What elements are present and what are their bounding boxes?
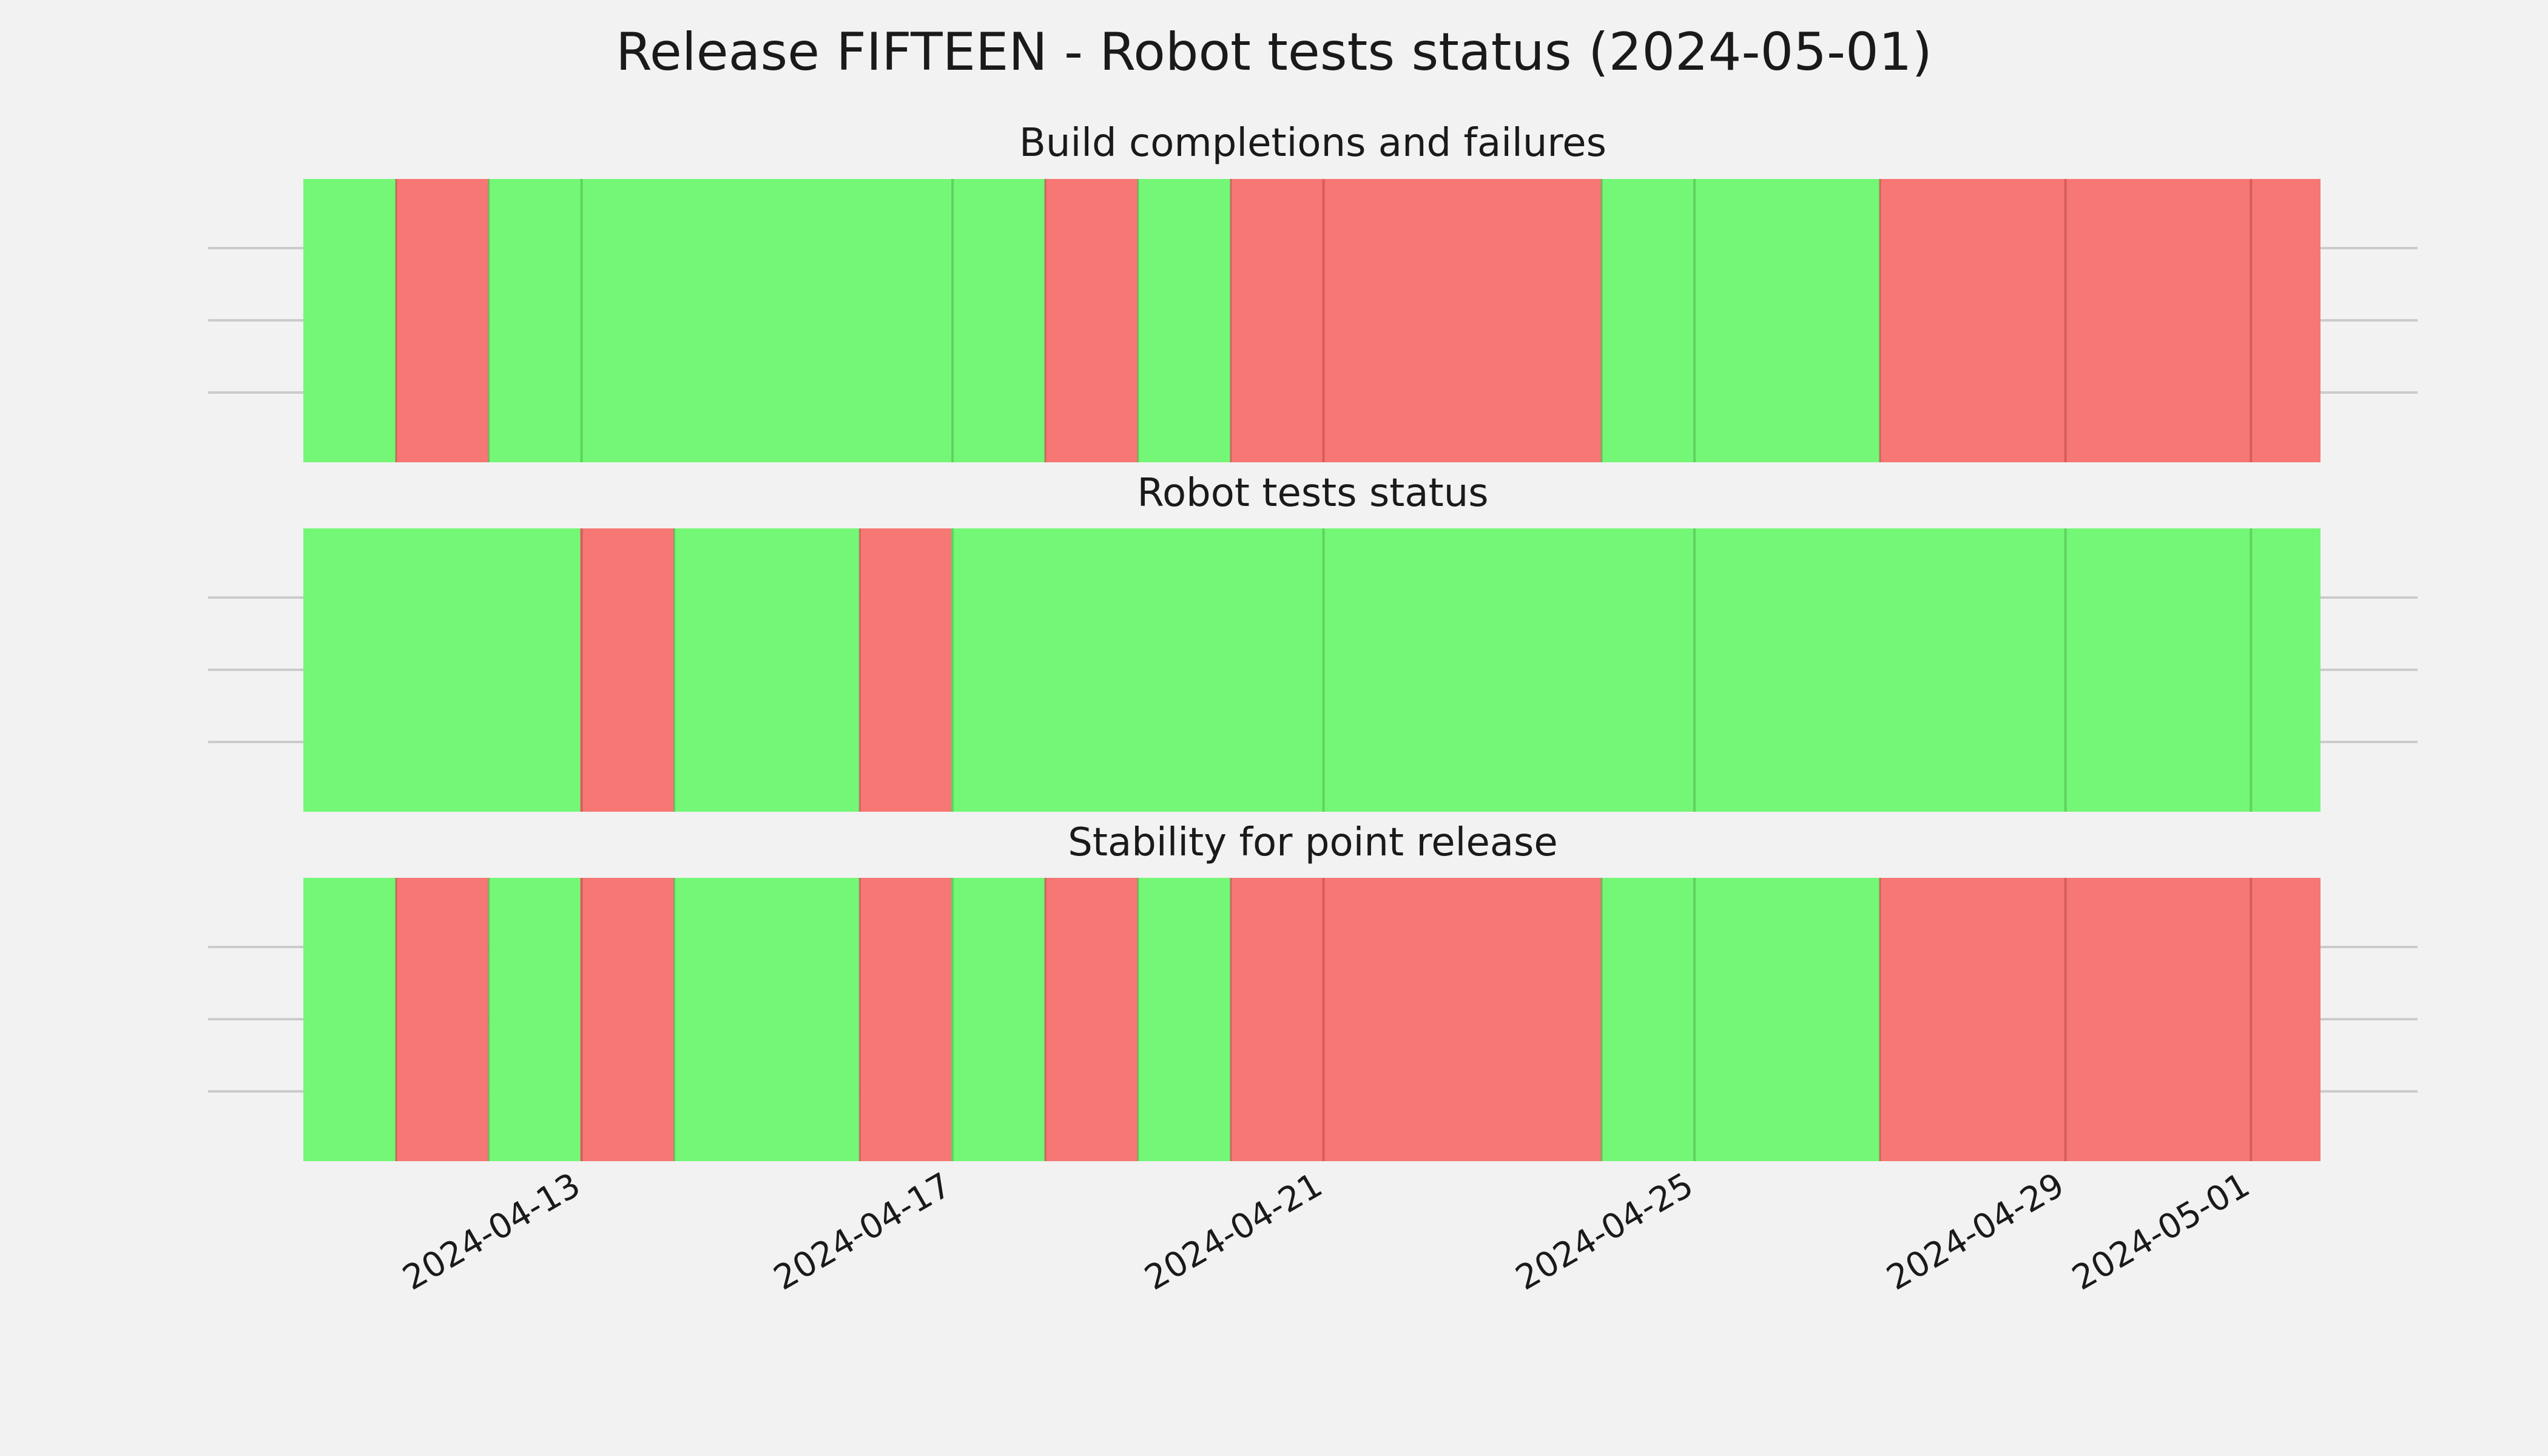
panel-robot-tests-bands bbox=[303, 528, 2320, 812]
panel-build-completions-vgrid bbox=[580, 179, 2253, 462]
panel-title-build-completions: Build completions and failures bbox=[1019, 121, 1606, 166]
panel-build-completions: Build completions and failures bbox=[208, 121, 2418, 462]
pass-band bbox=[303, 528, 582, 812]
panel-robot-tests-vgrid bbox=[580, 528, 2253, 812]
pass-band bbox=[303, 878, 396, 1161]
pass-band bbox=[1138, 179, 1231, 462]
fail-band bbox=[1045, 179, 1138, 462]
pass-band bbox=[303, 179, 396, 462]
fail-band bbox=[1230, 878, 1602, 1161]
pass-band bbox=[674, 878, 860, 1161]
fail-band bbox=[1230, 179, 1602, 462]
panel-stability: Stability for point release bbox=[208, 820, 2418, 1161]
panel-robot-tests: Robot tests status bbox=[208, 471, 2418, 812]
panel-stability-vgrid bbox=[580, 878, 2253, 1161]
pass-band bbox=[1602, 878, 1880, 1161]
fail-band bbox=[1045, 878, 1138, 1161]
fail-band bbox=[581, 528, 675, 812]
pass-band bbox=[1138, 878, 1231, 1161]
panel-title-stability: Stability for point release bbox=[1068, 820, 1558, 865]
panel-stability-bands bbox=[303, 878, 2320, 1161]
fail-band bbox=[581, 878, 675, 1161]
fail-band bbox=[1879, 179, 2320, 462]
pass-band bbox=[488, 878, 582, 1161]
fail-band bbox=[396, 179, 489, 462]
pass-band bbox=[674, 528, 860, 812]
fail-band bbox=[860, 528, 953, 812]
fail-band bbox=[396, 878, 489, 1161]
fail-band bbox=[860, 878, 953, 1161]
pass-band bbox=[1602, 179, 1880, 462]
fail-band bbox=[1879, 878, 2320, 1161]
pass-band bbox=[952, 878, 1045, 1161]
figure-title: Release FIFTEEN - Robot tests status (20… bbox=[616, 22, 1932, 83]
panel-title-robot-tests: Robot tests status bbox=[1137, 471, 1488, 516]
panel-build-completions-bands bbox=[303, 179, 2320, 462]
pass-band bbox=[952, 528, 2320, 812]
pass-band bbox=[488, 179, 1045, 462]
